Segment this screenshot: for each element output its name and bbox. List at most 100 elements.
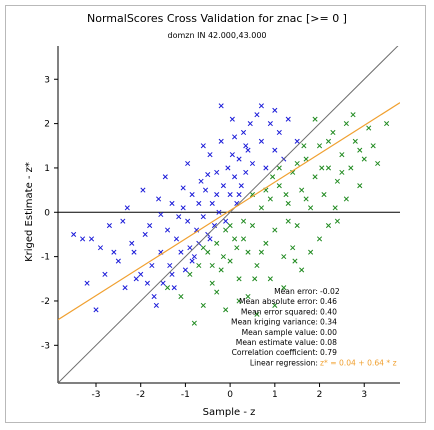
point-blue bbox=[149, 262, 155, 269]
point-blue bbox=[263, 165, 269, 171]
point-blue bbox=[160, 280, 166, 286]
x-tick-label: -1 bbox=[181, 390, 190, 400]
point-blue bbox=[171, 285, 177, 291]
point-green bbox=[252, 276, 258, 282]
point-green bbox=[384, 121, 390, 127]
point-green bbox=[240, 218, 247, 224]
point-blue bbox=[202, 187, 209, 193]
point-blue bbox=[236, 156, 242, 162]
point-green bbox=[178, 293, 184, 300]
y-tick-label: 2 bbox=[44, 120, 50, 130]
point-green bbox=[234, 245, 240, 251]
point-blue bbox=[200, 214, 206, 220]
point-blue bbox=[214, 191, 220, 198]
point-green bbox=[312, 116, 318, 122]
point-green bbox=[316, 236, 323, 242]
point-green bbox=[334, 178, 340, 184]
point-green bbox=[350, 112, 356, 118]
point-green bbox=[245, 293, 251, 300]
point-blue bbox=[225, 165, 231, 171]
point-green bbox=[232, 236, 238, 242]
point-green bbox=[281, 285, 287, 291]
point-blue bbox=[272, 107, 278, 113]
point-green bbox=[325, 223, 332, 229]
point-green bbox=[285, 218, 291, 224]
point-green bbox=[191, 320, 197, 326]
point-blue bbox=[247, 121, 253, 127]
point-green bbox=[357, 183, 363, 189]
point-blue bbox=[187, 245, 193, 251]
point-green bbox=[301, 143, 307, 149]
point-green bbox=[223, 307, 229, 313]
point-green bbox=[205, 249, 211, 255]
point-green bbox=[236, 276, 242, 282]
point-green bbox=[240, 236, 247, 242]
point-green bbox=[249, 223, 256, 229]
point-blue bbox=[173, 236, 180, 242]
point-blue bbox=[211, 223, 218, 229]
point-blue bbox=[276, 129, 282, 136]
point-green bbox=[316, 143, 323, 149]
point-green bbox=[267, 196, 273, 202]
point-green bbox=[292, 258, 298, 264]
point-green bbox=[339, 152, 345, 158]
point-green bbox=[319, 165, 325, 171]
point-green bbox=[330, 129, 336, 136]
stat-label: Correlation coefficient: bbox=[232, 348, 318, 357]
y-tick-label: -1 bbox=[41, 253, 50, 263]
point-green bbox=[290, 169, 296, 175]
point-blue bbox=[169, 271, 175, 277]
point-blue bbox=[142, 231, 148, 238]
point-blue bbox=[169, 200, 175, 206]
point-blue bbox=[189, 258, 195, 264]
point-blue bbox=[196, 200, 202, 206]
point-blue bbox=[254, 112, 260, 118]
point-green bbox=[272, 227, 278, 233]
point-blue bbox=[158, 211, 164, 218]
point-blue bbox=[223, 218, 229, 224]
point-blue bbox=[167, 262, 173, 269]
point-blue bbox=[209, 200, 215, 206]
stat-label: Mean absolute error: bbox=[239, 297, 318, 306]
point-green bbox=[214, 289, 220, 295]
point-green bbox=[294, 223, 300, 229]
point-blue bbox=[236, 191, 242, 198]
point-green bbox=[258, 249, 264, 255]
point-blue bbox=[88, 236, 95, 242]
point-green bbox=[294, 160, 300, 167]
point-blue bbox=[180, 185, 186, 191]
stat-label: Mean kriging variance: bbox=[231, 318, 318, 327]
stat-label: Linear regression: bbox=[250, 358, 318, 367]
y-tick-label: 1 bbox=[44, 164, 50, 174]
point-green bbox=[200, 302, 206, 308]
point-blue bbox=[93, 307, 99, 313]
point-blue bbox=[106, 223, 112, 229]
point-green bbox=[334, 218, 340, 224]
point-blue bbox=[129, 240, 135, 246]
x-tick-label: 0 bbox=[227, 390, 233, 400]
point-blue bbox=[162, 174, 168, 180]
stat-value: -0.02 bbox=[320, 287, 340, 296]
point-blue bbox=[191, 254, 197, 260]
stat-value: 0.79 bbox=[320, 348, 337, 357]
point-green bbox=[348, 165, 354, 171]
x-tick-label: 1 bbox=[272, 390, 278, 400]
point-blue bbox=[205, 172, 211, 178]
point-blue bbox=[102, 271, 108, 277]
point-blue bbox=[232, 134, 238, 140]
stat-value: z* = 0.04 + 0.64 * z bbox=[320, 358, 397, 367]
point-blue bbox=[185, 218, 191, 224]
point-blue bbox=[229, 152, 235, 158]
point-green bbox=[370, 143, 376, 149]
point-green bbox=[325, 138, 332, 144]
point-blue bbox=[198, 178, 204, 184]
point-blue bbox=[185, 160, 191, 167]
point-blue bbox=[229, 116, 235, 122]
point-green bbox=[245, 249, 251, 255]
point-green bbox=[325, 165, 332, 171]
point-blue bbox=[285, 116, 291, 122]
y-tick-label: 3 bbox=[44, 75, 50, 85]
point-blue bbox=[176, 214, 182, 220]
point-blue bbox=[156, 196, 162, 202]
stat-value: 0.00 bbox=[320, 328, 337, 337]
